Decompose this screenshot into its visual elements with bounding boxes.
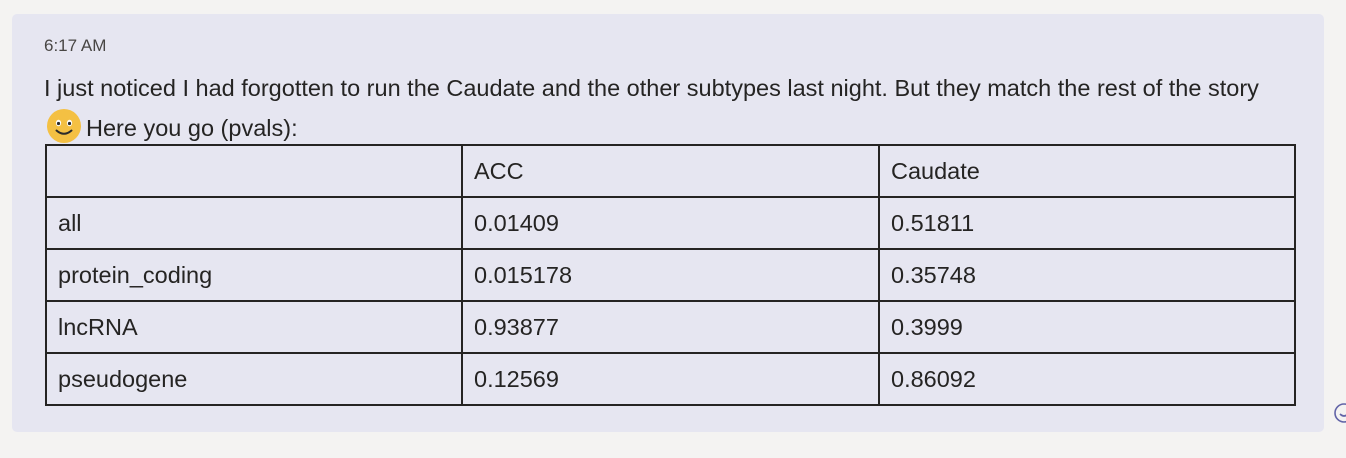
table-row: all 0.01409 0.51811 xyxy=(45,196,1296,250)
smile-emoji-icon xyxy=(47,109,81,143)
table-header-cell: ACC xyxy=(461,144,880,198)
table-row: pseudogene 0.12569 0.86092 xyxy=(45,352,1296,406)
table-cell: lncRNA xyxy=(45,300,463,354)
table-cell: protein_coding xyxy=(45,248,463,302)
table-cell: 0.35748 xyxy=(878,248,1296,302)
table-header-cell xyxy=(45,144,463,198)
table-cell: 0.93877 xyxy=(461,300,880,354)
table-cell: 0.01409 xyxy=(461,196,880,250)
table-cell: pseudogene xyxy=(45,352,463,406)
reaction-icon[interactable] xyxy=(1333,402,1346,424)
table-cell: 0.51811 xyxy=(878,196,1296,250)
table-header-row: ACC Caudate xyxy=(45,144,1296,198)
table-row: lncRNA 0.93877 0.3999 xyxy=(45,300,1296,354)
table-cell: 0.86092 xyxy=(878,352,1296,406)
table-cell: 0.3999 xyxy=(878,300,1296,354)
message-text-part2: Here you go (pvals): xyxy=(86,115,298,141)
table-cell: 0.015178 xyxy=(461,248,880,302)
pvals-table: ACC Caudate all 0.01409 0.51811 protein_… xyxy=(45,144,1296,406)
message-bubble[interactable]: 6:17 AM I just noticed I had forgotten t… xyxy=(12,14,1324,432)
message-text: I just noticed I had forgotten to run th… xyxy=(44,68,1284,148)
table-cell: all xyxy=(45,196,463,250)
message-timestamp: 6:17 AM xyxy=(44,36,107,55)
message-text-part1: I just noticed I had forgotten to run th… xyxy=(44,75,1259,101)
table-header-cell: Caudate xyxy=(878,144,1296,198)
table-cell: 0.12569 xyxy=(461,352,880,406)
table-row: protein_coding 0.015178 0.35748 xyxy=(45,248,1296,302)
